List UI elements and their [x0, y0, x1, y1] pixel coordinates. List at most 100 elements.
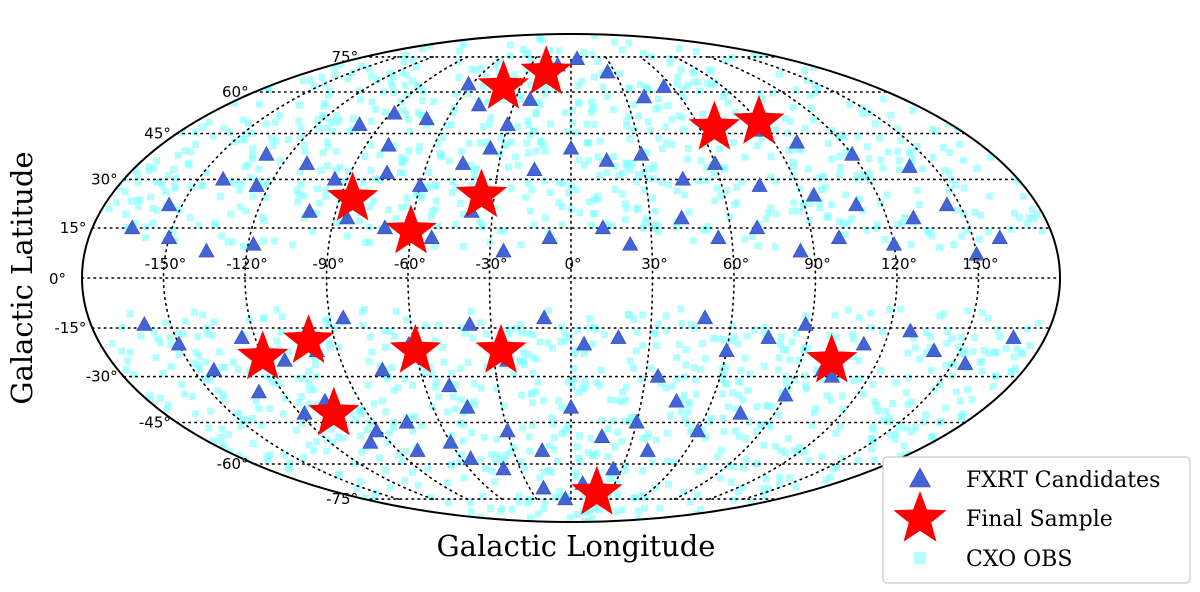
cxo-obs-point [386, 69, 394, 77]
cxo-obs-point [418, 191, 426, 199]
fxrt-candidate-marker [938, 196, 956, 212]
cxo-obs-point [309, 385, 317, 393]
fxrt-candidate-marker [696, 309, 714, 325]
fxrt-candidate-marker [198, 242, 215, 258]
cxo-obs-point [184, 160, 192, 167]
cxo-obs-point [958, 351, 966, 358]
cxo-obs-point [355, 87, 363, 95]
cxo-obs-point [537, 137, 545, 145]
cxo-obs-point [215, 348, 223, 356]
cxo-obs-point [621, 417, 629, 425]
cxo-obs-point [709, 334, 717, 342]
cxo-obs-point [952, 181, 960, 189]
cxo-obs-point [692, 48, 700, 56]
cxo-obs-point [124, 357, 131, 365]
cxo-obs-point [195, 366, 203, 374]
cxo-obs-point [759, 485, 767, 493]
cxo-obs-point [642, 219, 649, 227]
cxo-obs-point [314, 185, 321, 192]
cxo-obs-point [529, 331, 537, 339]
cxo-obs-point [209, 132, 217, 140]
cxo-obs-point [790, 162, 798, 170]
cxo-obs-point [246, 174, 254, 182]
cxo-obs-point [673, 80, 681, 88]
cxo-obs-point [653, 342, 661, 350]
cxo-obs-point [496, 455, 504, 463]
cxo-obs-point [526, 447, 534, 455]
cxo-obs-point [750, 49, 758, 57]
cxo-obs-point [863, 143, 871, 151]
cxo-obs-point [882, 407, 890, 415]
cxo-obs-point [448, 432, 456, 440]
cxo-obs-point [459, 41, 467, 49]
cxo-obs-point [409, 414, 417, 422]
cxo-obs-point [359, 179, 367, 187]
cxo-obs-point [235, 451, 243, 459]
cxo-obs-point [691, 325, 699, 332]
cxo-obs-point [244, 417, 251, 425]
cxo-obs-point [483, 330, 490, 338]
cxo-obs-point [569, 106, 576, 114]
cxo-obs-point [326, 343, 334, 351]
cxo-obs-point [734, 340, 742, 348]
cxo-obs-point [149, 204, 156, 212]
cxo-obs-point [630, 101, 638, 108]
cxo-obs-point [1034, 319, 1042, 327]
fxrt-candidate-marker [639, 442, 656, 457]
cxo-obs-point [614, 172, 622, 180]
cxo-obs-point [525, 121, 533, 129]
cxo-obs-point [539, 396, 547, 404]
cxo-obs-point [493, 451, 501, 459]
cxo-obs-point [370, 400, 378, 408]
cxo-obs-point [238, 136, 245, 144]
cxo-obs-point [986, 192, 994, 200]
cxo-obs-point [603, 169, 611, 176]
cxo-obs-point [703, 164, 711, 172]
fxrt-candidate-marker [470, 96, 488, 112]
cxo-obs-point [358, 407, 366, 415]
cxo-obs-point [610, 153, 618, 160]
cxo-obs-point [487, 504, 495, 512]
cxo-obs-point [316, 199, 324, 207]
cxo-obs-point [588, 515, 596, 522]
cxo-obs-point [561, 330, 568, 337]
cxo-obs-point [408, 381, 416, 389]
cxo-obs-point [903, 424, 911, 432]
longitude-tick-labels: -150° -120° -90° -60° -30° 0° 30° 60° 90° 120° 150… [145, 255, 999, 273]
cxo-obs-point [954, 343, 962, 351]
cxo-obs-point [190, 360, 198, 368]
cxo-obs-point [273, 337, 281, 345]
latitude-tick-label: -60° [217, 455, 249, 473]
cxo-obs-point [313, 210, 321, 217]
cxo-obs-point [159, 369, 167, 377]
cxo-obs-point [326, 87, 334, 95]
cxo-obs-point [669, 382, 677, 390]
cxo-obs-point [477, 384, 485, 392]
cxo-obs-point [772, 443, 779, 451]
cxo-obs-point [265, 84, 273, 92]
cxo-obs-point [376, 151, 384, 159]
cxo-obs-point [681, 415, 689, 423]
cxo-obs-point [929, 432, 937, 440]
cxo-obs-point [169, 226, 177, 234]
cxo-obs-point [356, 478, 364, 485]
cxo-obs-point [536, 35, 544, 43]
cxo-obs-point [293, 186, 301, 194]
fxrt-candidate-marker [668, 392, 685, 408]
meridian-line [742, 56, 980, 500]
cxo-obs-point [922, 329, 930, 336]
cxo-obs-point [325, 321, 332, 329]
cxo-obs-point [488, 467, 496, 475]
fxrt-candidate-marker [594, 219, 612, 235]
cxo-obs-point [249, 440, 257, 448]
cxo-obs-point [218, 232, 226, 240]
cxo-obs-point [901, 213, 908, 221]
cxo-obs-point [390, 387, 398, 395]
cxo-obs-point [898, 219, 906, 227]
cxo-obs-point [705, 66, 713, 74]
cxo-obs-point [435, 322, 443, 330]
cxo-obs-point [754, 242, 762, 250]
cxo-obs-point [534, 98, 542, 106]
cxo-obs-point [909, 106, 917, 114]
fxrt-candidate-marker [575, 335, 593, 351]
